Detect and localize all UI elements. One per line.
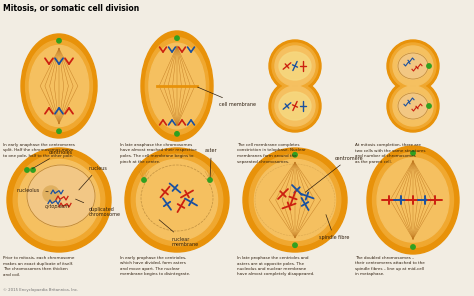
Circle shape [25,168,29,172]
Ellipse shape [27,165,95,227]
Text: In early anaphase the centromeres
split. Half the chromosomes move
to one pole, : In early anaphase the centromeres split.… [3,143,75,158]
Text: duplicated
chromosome: duplicated chromosome [75,199,121,217]
Circle shape [31,168,35,172]
Circle shape [269,40,321,92]
Circle shape [175,132,179,136]
Ellipse shape [21,34,97,138]
Circle shape [208,178,212,182]
Circle shape [390,83,436,129]
Circle shape [390,43,436,89]
Ellipse shape [279,52,311,80]
Circle shape [13,154,105,246]
Ellipse shape [377,158,449,242]
Circle shape [411,151,415,155]
Circle shape [131,154,223,246]
Ellipse shape [398,93,428,119]
Text: In late prophase the centrioles and
asters are at opposite poles. The
nucleolus : In late prophase the centrioles and aste… [237,256,314,276]
Circle shape [293,243,297,247]
Ellipse shape [279,92,311,120]
Circle shape [18,160,100,241]
Circle shape [387,40,439,92]
Text: © 2015 Encyclopaedia Britannica, Inc.: © 2015 Encyclopaedia Britannica, Inc. [3,288,78,292]
Text: The doubled chromosomes –
their centromeres attached to the
spindle fibres – lin: The doubled chromosomes – their centrome… [355,256,425,276]
Circle shape [249,154,341,246]
Circle shape [427,64,431,68]
Circle shape [393,46,433,86]
Circle shape [272,83,318,129]
Ellipse shape [26,40,92,132]
Text: nucleolus: nucleolus [17,187,48,192]
Circle shape [7,148,111,252]
Ellipse shape [29,46,89,127]
Circle shape [427,104,431,108]
Circle shape [387,80,439,132]
Text: cell membrane: cell membrane [198,87,256,107]
Text: In early prophase the centrioles,
which have divided, form asters
and move apart: In early prophase the centrioles, which … [120,256,190,276]
Circle shape [57,129,61,133]
Ellipse shape [149,43,205,129]
Text: cytoplasm: cytoplasm [45,204,70,209]
Ellipse shape [141,31,213,141]
Circle shape [269,80,321,132]
Text: Prior to mitosis, each chromosome
makes an exact duplicate of itself.
The chromo: Prior to mitosis, each chromosome makes … [3,256,74,276]
Ellipse shape [398,53,428,79]
Text: The cell membrane completes
constriction in telophase. Nuclear
membranes form ar: The cell membrane completes constriction… [237,143,306,163]
Circle shape [137,160,218,241]
Circle shape [125,148,229,252]
Circle shape [411,245,415,249]
Circle shape [293,152,297,157]
Text: At mitosis completion, there are
two cells with the same structures
and number o: At mitosis completion, there are two cel… [355,143,426,163]
Circle shape [275,46,315,86]
Text: centromere: centromere [305,155,364,192]
Circle shape [275,86,315,126]
Circle shape [255,160,336,241]
Circle shape [57,38,61,43]
Text: spindle fibre: spindle fibre [319,215,349,240]
Text: centrioles: centrioles [32,149,73,169]
Ellipse shape [146,38,209,134]
Ellipse shape [373,152,454,247]
Circle shape [243,148,347,252]
Circle shape [272,43,318,89]
Circle shape [393,86,433,126]
Text: Mitosis, or somatic cell division: Mitosis, or somatic cell division [3,4,139,13]
Text: nucleus: nucleus [79,165,108,190]
Circle shape [175,36,179,40]
Circle shape [142,178,146,182]
Ellipse shape [367,146,459,254]
Text: In late anaphase the chromosomes
have almost reached their respective
poles. The: In late anaphase the chromosomes have al… [120,143,197,163]
Text: aster: aster [205,147,218,177]
Text: nuclear
membrane: nuclear membrane [159,220,199,247]
Circle shape [43,186,59,202]
